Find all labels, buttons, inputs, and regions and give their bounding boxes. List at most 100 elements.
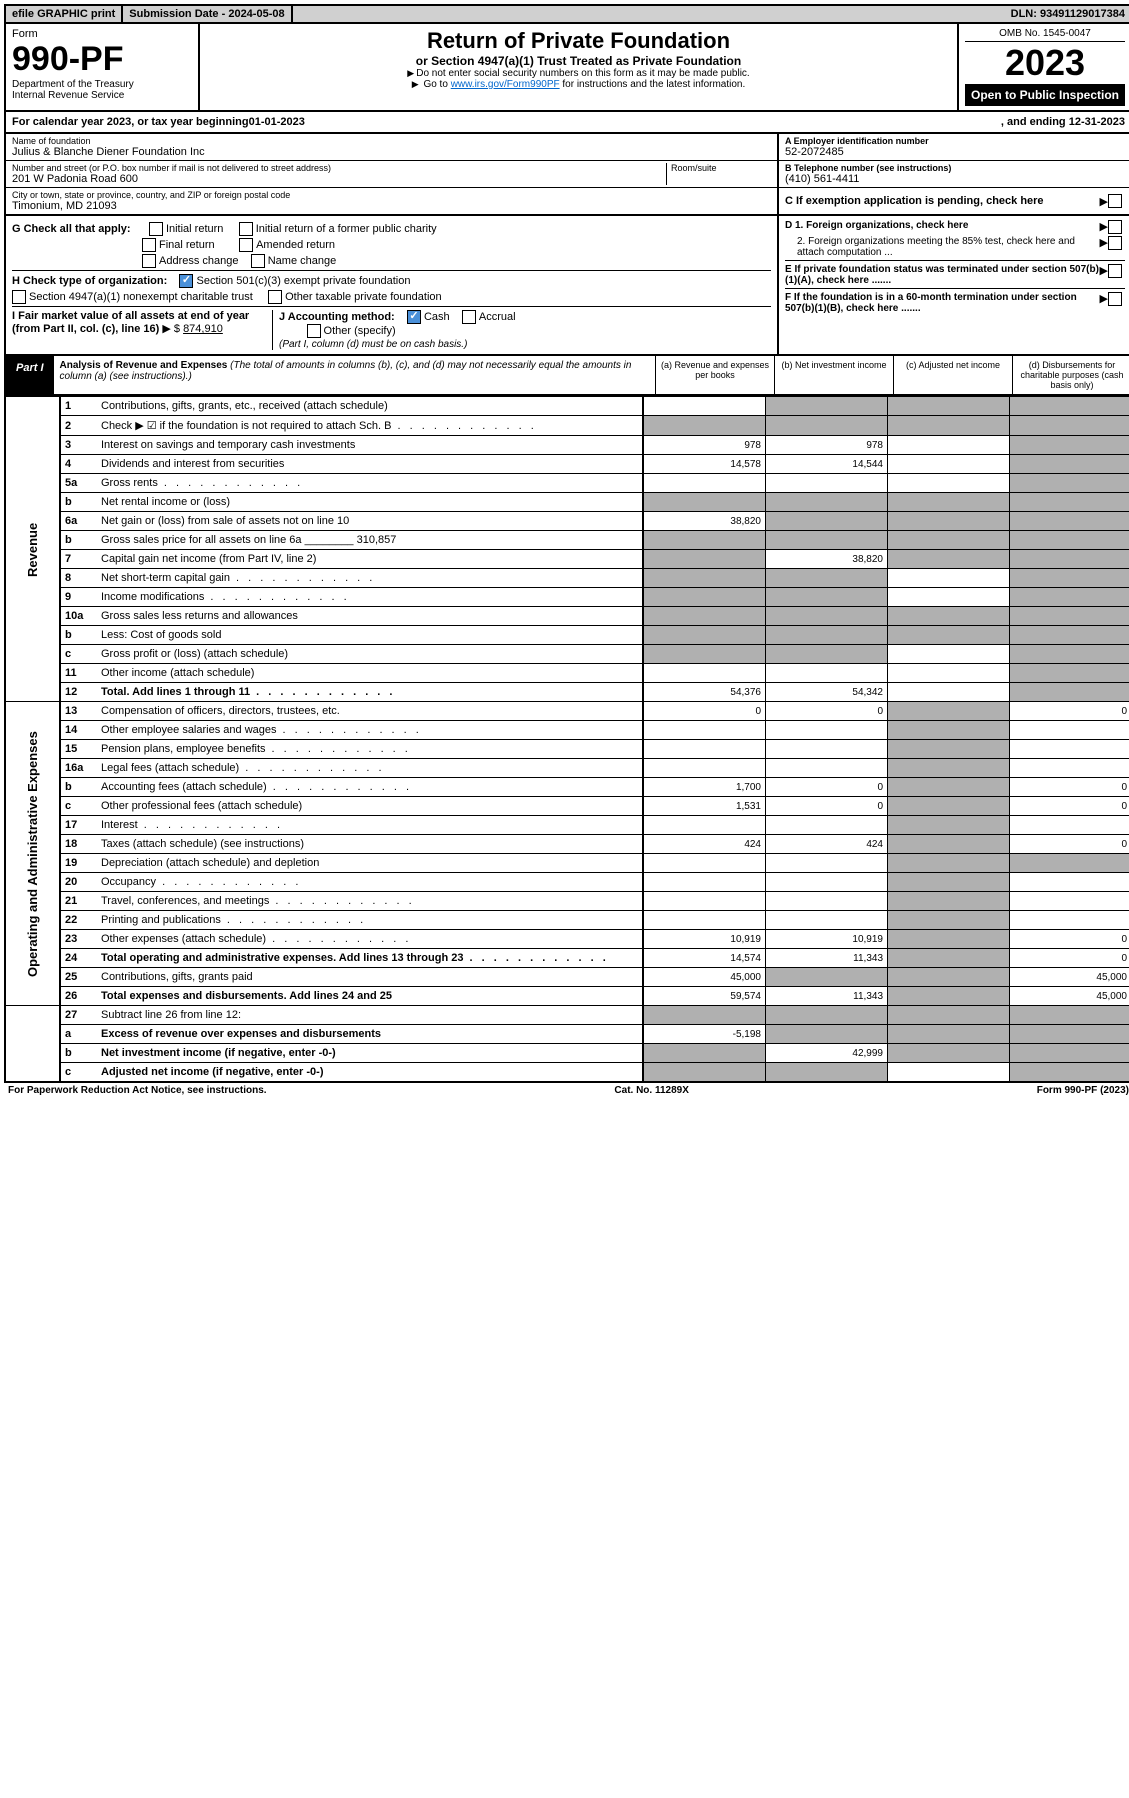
line-desc: Gross sales less returns and allowances	[97, 607, 643, 626]
foundation-name: Julius & Blanche Diener Foundation Inc	[12, 146, 771, 158]
tax-year: 2023	[965, 42, 1125, 84]
table-row: 20Occupancy	[5, 873, 1129, 892]
address-change-checkbox[interactable]	[142, 254, 156, 268]
submission-date: Submission Date - 2024-05-08	[123, 6, 292, 22]
line-number: 14	[60, 721, 97, 740]
line-desc: Accounting fees (attach schedule)	[97, 778, 643, 797]
h-row: H Check type of organization: ✓Section 5…	[12, 270, 771, 288]
accrual-checkbox[interactable]	[462, 310, 476, 324]
dln-label: DLN:	[1011, 8, 1040, 20]
line-desc: Travel, conferences, and meetings	[97, 892, 643, 911]
amended-return-label: Amended return	[256, 239, 335, 251]
form-number-box: Form 990-PF Department of the Treasury I…	[6, 24, 200, 110]
line-desc: Less: Cost of goods sold	[97, 626, 643, 645]
4947a1-checkbox[interactable]	[12, 290, 26, 304]
line-desc: Net investment income (if negative, ente…	[97, 1044, 643, 1063]
section-label: Operating and Administrative Expenses	[5, 702, 60, 1006]
table-row: bGross sales price for all assets on lin…	[5, 531, 1129, 550]
form990pf-link[interactable]: www.irs.gov/Form990PF	[451, 79, 560, 90]
d2-checkbox[interactable]	[1108, 236, 1122, 250]
f-checkbox[interactable]	[1108, 292, 1122, 306]
h-row2: Section 4947(a)(1) nonexempt charitable …	[12, 290, 771, 304]
line-number: 7	[60, 550, 97, 569]
table-row: 17Interest	[5, 816, 1129, 835]
g-row2: Final return Amended return	[12, 238, 771, 252]
line-desc: Interest on savings and temporary cash i…	[97, 436, 643, 455]
address-change-label: Address change	[159, 255, 239, 267]
line-desc: Gross rents	[97, 474, 643, 493]
d1-checkbox[interactable]	[1108, 220, 1122, 234]
line-desc: Income modifications	[97, 588, 643, 607]
line-number: 11	[60, 664, 97, 683]
col-a-header: (a) Revenue and expenses per books	[655, 356, 774, 394]
form-note2: Go to www.irs.gov/Form990PF for instruct…	[206, 79, 951, 90]
name-change-checkbox[interactable]	[251, 254, 265, 268]
omb-number: OMB No. 1545-0047	[965, 28, 1125, 42]
footer-left: For Paperwork Reduction Act Notice, see …	[8, 1085, 267, 1096]
line-number: 17	[60, 816, 97, 835]
amended-return-checkbox[interactable]	[239, 238, 253, 252]
name-change-label: Name change	[268, 255, 337, 267]
calyear-pre: For calendar year 2023, or tax year begi…	[12, 116, 249, 128]
initial-return-checkbox[interactable]	[149, 222, 163, 236]
line-desc: Contributions, gifts, grants, etc., rece…	[97, 397, 643, 416]
line-desc: Adjusted net income (if negative, enter …	[97, 1063, 643, 1083]
initial-return-former-label: Initial return of a former public charit…	[256, 223, 437, 235]
section-spacer	[5, 1006, 60, 1083]
table-row: 4Dividends and interest from securities1…	[5, 455, 1129, 474]
line-desc: Interest	[97, 816, 643, 835]
table-row: cGross profit or (loss) (attach schedule…	[5, 645, 1129, 664]
part1-label: Part I	[6, 356, 54, 394]
line-number: 27	[60, 1006, 97, 1025]
g-row: G Check all that apply: Initial return I…	[12, 222, 771, 236]
line-number: 19	[60, 854, 97, 873]
efile-button[interactable]: efile GRAPHIC print	[6, 6, 123, 22]
final-return-checkbox[interactable]	[142, 238, 156, 252]
table-row: 8Net short-term capital gain	[5, 569, 1129, 588]
line-desc: Net short-term capital gain	[97, 569, 643, 588]
line-number: 10a	[60, 607, 97, 626]
table-row: 23Other expenses (attach schedule)10,919…	[5, 930, 1129, 949]
initial-return-former-checkbox[interactable]	[239, 222, 253, 236]
exemption-pending-checkbox[interactable]	[1108, 194, 1122, 208]
line-number: b	[60, 778, 97, 797]
other-method-checkbox[interactable]	[307, 324, 321, 338]
table-row: 6aNet gain or (loss) from sale of assets…	[5, 512, 1129, 531]
form-label: Form	[12, 28, 192, 40]
ij-row: I Fair market value of all assets at end…	[12, 306, 771, 350]
subdate-label: Submission Date -	[129, 8, 228, 20]
line-number: 20	[60, 873, 97, 892]
table-row: bLess: Cost of goods sold	[5, 626, 1129, 645]
address-label: Number and street (or P.O. box number if…	[12, 163, 666, 173]
j-note: (Part I, column (d) must be on cash basi…	[279, 339, 467, 350]
initial-return-label: Initial return	[166, 223, 223, 235]
line-number: c	[60, 1063, 97, 1083]
other-taxable-checkbox[interactable]	[268, 290, 282, 304]
final-return-label: Final return	[159, 239, 215, 251]
checkbox-section: G Check all that apply: Initial return I…	[4, 216, 1129, 356]
note2-pre: Go to	[423, 79, 450, 90]
table-row: Operating and Administrative Expenses13C…	[5, 702, 1129, 721]
line-number: 12	[60, 683, 97, 702]
calyear-end-wrap: , and ending 12-31-2023	[1001, 116, 1125, 128]
line-desc: Other income (attach schedule)	[97, 664, 643, 683]
table-row: bNet investment income (if negative, ent…	[5, 1044, 1129, 1063]
form-note1: Do not enter social security numbers on …	[206, 68, 951, 79]
table-row: 25Contributions, gifts, grants paid45,00…	[5, 968, 1129, 987]
table-row: 3Interest on savings and temporary cash …	[5, 436, 1129, 455]
line-number: 8	[60, 569, 97, 588]
j-label: J Accounting method:	[279, 311, 395, 323]
cash-checkbox[interactable]: ✓	[407, 310, 421, 324]
table-row: 14Other employee salaries and wages	[5, 721, 1129, 740]
other-method-label: Other (specify)	[324, 325, 396, 337]
table-row: aExcess of revenue over expenses and dis…	[5, 1025, 1129, 1044]
line-number: 22	[60, 911, 97, 930]
e-checkbox[interactable]	[1108, 264, 1122, 278]
table-row: 21Travel, conferences, and meetings	[5, 892, 1129, 911]
501c3-checkbox[interactable]: ✓	[179, 274, 193, 288]
table-row: 7Capital gain net income (from Part IV, …	[5, 550, 1129, 569]
line-number: 5a	[60, 474, 97, 493]
table-row: 5aGross rents	[5, 474, 1129, 493]
table-row: 27Subtract line 26 from line 12:	[5, 1006, 1129, 1025]
table-row: Revenue1Contributions, gifts, grants, et…	[5, 397, 1129, 416]
